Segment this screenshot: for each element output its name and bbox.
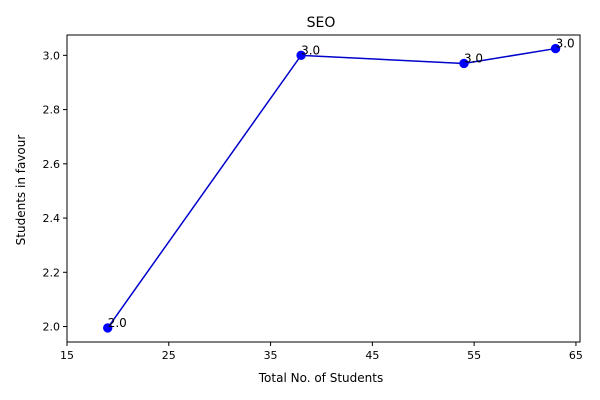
data-point-2 (459, 58, 469, 69)
chart-title: SEO (307, 15, 336, 31)
series-line-0 (107, 47, 556, 329)
plot-area: 15 25 35 45 55 65 2.0 2.2 2.4 2.6 2.8 3.0 2.0 3.0 3.0 3… (43, 34, 583, 362)
data-label-2: 3.0 (464, 51, 483, 65)
x-tick-label-3: 45 (365, 349, 379, 362)
y-tick-label-5: 3.0 (43, 49, 61, 62)
x-tick-label-5: 65 (569, 349, 583, 362)
data-point-1 (296, 50, 306, 61)
y-tick-label-2: 2.4 (43, 212, 61, 225)
plot-frame (66, 34, 581, 343)
y-tick-label-0: 2.0 (43, 321, 61, 334)
data-point-0 (103, 323, 113, 333)
x-tick-label-2: 35 (264, 349, 278, 362)
y-tick-label-1: 2.2 (43, 266, 61, 279)
x-tick-label-0: 15 (60, 349, 74, 362)
y-tick-label-4: 2.8 (43, 104, 61, 117)
y-tick-label-3: 2.6 (43, 158, 61, 171)
x-tick-label-1: 25 (162, 349, 176, 362)
x-axis-label: Total No. of Students (258, 371, 383, 385)
data-point-3 (550, 43, 561, 54)
data-label-0: 2.0 (108, 316, 127, 330)
y-axis-label: Students in favour (14, 135, 28, 246)
x-tick-label-4: 55 (467, 349, 481, 362)
data-label-3: 3.0 (556, 37, 575, 51)
data-label-1: 3.0 (301, 43, 320, 57)
